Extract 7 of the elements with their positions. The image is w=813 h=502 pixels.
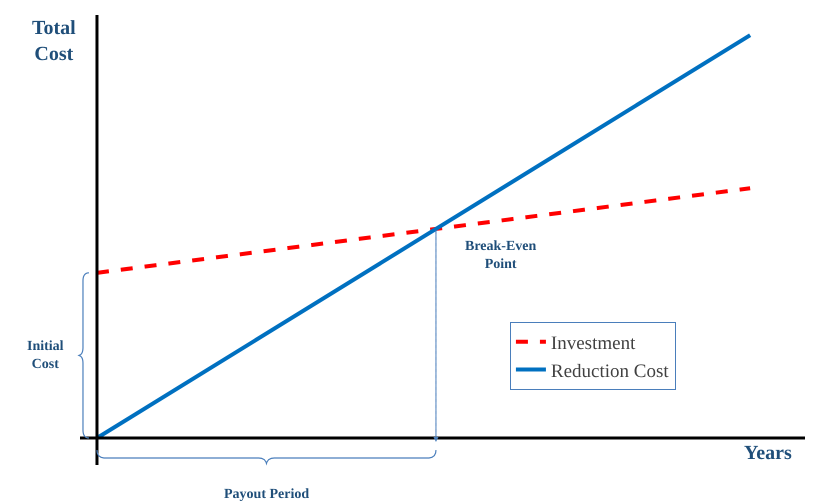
annotation: Break-Even Point — [465, 239, 537, 272]
x-axis-title: Years — [744, 442, 792, 464]
text: Initial Cost — [27, 339, 64, 372]
text: Payout Period — [224, 487, 310, 502]
y-axis-title: Total Cost — [32, 17, 76, 65]
legend-label: Reduction Cost — [550, 360, 670, 382]
legend-label: Investment — [550, 333, 636, 354]
